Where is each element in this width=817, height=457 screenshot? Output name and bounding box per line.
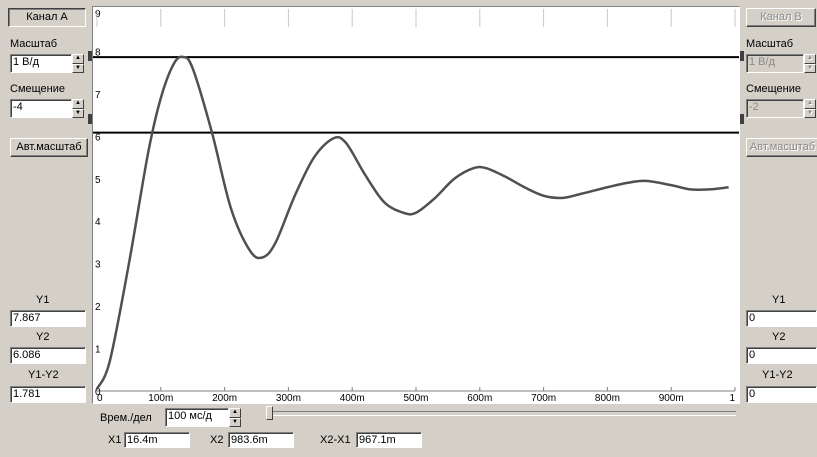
spin-down-icon[interactable]: ▼ [72, 108, 84, 118]
spin-up-icon[interactable]: ▲ [72, 54, 84, 64]
x2-label: X2 [210, 434, 224, 446]
x-tick-label: 1 [729, 393, 735, 403]
channel-b-offset-label: Смещение [746, 83, 802, 95]
channel-b-offset-field[interactable]: -2 [746, 99, 804, 118]
y-tick-label: 3 [95, 260, 101, 271]
spin-up-icon[interactable]: ▲ [72, 99, 84, 109]
channel-b-button[interactable]: Канал В [746, 8, 816, 27]
channel-a-y1-label: Y1 [36, 294, 50, 306]
channel-b-y1-field: 0 [746, 310, 817, 327]
y-tick-label: 6 [95, 132, 101, 143]
spin-down-icon[interactable]: ▼ [804, 63, 816, 73]
x2-field: 983.6m [228, 432, 294, 448]
x-tick-label: 100m [148, 393, 173, 403]
dx-field: 967.1m [356, 432, 422, 448]
spin-up-icon[interactable]: ▲ [804, 99, 816, 109]
x1-field: 16.4m [124, 432, 190, 448]
y-tick-label: 9 [95, 9, 101, 20]
y-tick-label: 7 [95, 90, 101, 101]
x-tick-label: 900m [659, 393, 684, 403]
time-per-div-label: Врем./дел [100, 412, 152, 424]
spin-down-icon[interactable]: ▼ [804, 108, 816, 118]
channel-b-offset-spinner[interactable]: ▲ ▼ [804, 99, 816, 118]
time-slider-track[interactable] [266, 411, 736, 416]
y-tick-label: 1 [95, 345, 101, 356]
channel-a-offset-field[interactable]: -4 [10, 99, 72, 118]
signal-line [95, 55, 729, 390]
channel-b-scale-label: Масштаб [746, 38, 794, 50]
channel-a-scale-spinner[interactable]: ▲ ▼ [72, 54, 84, 73]
oscilloscope-plot[interactable]: 0 1 2 3 4 5 6 7 8 9 0 100m 200m 300m 400m 500m 600m 700m 8… [92, 6, 740, 404]
channel-a-y1-field: 7.867 [10, 310, 86, 327]
channel-a-offset-spinner[interactable]: ▲ ▼ [72, 99, 84, 118]
channel-a-offset-label: Смещение [10, 83, 66, 95]
time-per-div-spinner[interactable]: ▲ ▼ [229, 408, 241, 427]
y-tick-label: 5 [95, 175, 101, 186]
y-tick-label: 2 [95, 302, 101, 313]
x-tick-label: 300m [276, 393, 301, 403]
y-tick-label: 0 [95, 387, 101, 398]
spin-down-icon[interactable]: ▼ [229, 417, 241, 427]
channel-a-y2-field: 6.086 [10, 347, 86, 364]
cursor-y2-handle-left[interactable] [88, 114, 92, 124]
x-tick-label: 700m [531, 393, 556, 403]
channel-b-dy-field: 0 [746, 386, 817, 403]
x-tick-label: 600m [467, 393, 492, 403]
y-tick-label: 4 [95, 217, 101, 228]
spin-up-icon[interactable]: ▲ [229, 408, 241, 418]
channel-b-scale-spinner[interactable]: ▲ ▼ [804, 54, 816, 73]
cursor-y2-handle-right[interactable] [740, 114, 744, 124]
channel-a-dy-label: Y1-Y2 [28, 369, 59, 381]
channel-a-dy-field: 1.781 [10, 386, 86, 403]
x-tick-label: 200m [212, 393, 237, 403]
x-tick-label: 500m [403, 393, 428, 403]
time-slider-thumb[interactable] [266, 406, 273, 420]
oscilloscope-chart: 0 1 2 3 4 5 6 7 8 9 0 100m 200m 300m 400m 500m 600m 700m 8… [93, 9, 739, 403]
x-tick-label: 0 [97, 393, 103, 403]
cursor-y1-handle-right[interactable] [740, 51, 744, 61]
channel-b-y2-label: Y2 [772, 331, 786, 343]
channel-a-auto-scale-button[interactable]: Авт.масштаб [10, 138, 88, 157]
spin-up-icon[interactable]: ▲ [804, 54, 816, 64]
x-tick-label: 800m [595, 393, 620, 403]
dx-label: X2-X1 [320, 434, 351, 446]
spin-down-icon[interactable]: ▼ [72, 63, 84, 73]
channel-b-dy-label: Y1-Y2 [762, 369, 793, 381]
channel-a-scale-label: Масштаб [10, 38, 58, 50]
y-tick-label: 8 [95, 47, 101, 58]
channel-a-button[interactable]: Канал А [8, 8, 86, 27]
x-tick-label: 400m [340, 393, 365, 403]
channel-b-auto-scale-button[interactable]: Авт.масштаб [746, 138, 817, 157]
time-per-div-field[interactable]: 100 мс/д [165, 408, 229, 427]
channel-b-y1-label: Y1 [772, 294, 786, 306]
cursor-y1-handle-left[interactable] [88, 51, 92, 61]
channel-a-y2-label: Y2 [36, 331, 50, 343]
channel-b-scale-field[interactable]: 1 В/д [746, 54, 804, 73]
x1-label: X1 [108, 434, 122, 446]
channel-b-y2-field: 0 [746, 347, 817, 364]
channel-a-scale-field[interactable]: 1 В/д [10, 54, 72, 73]
